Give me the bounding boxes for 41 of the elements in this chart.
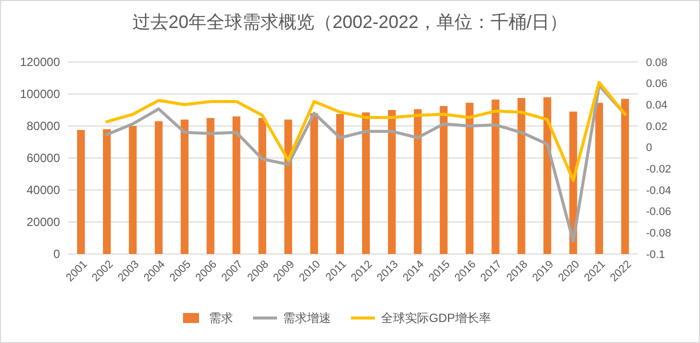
bar <box>206 118 214 254</box>
y-tick-label: 0 <box>53 247 60 262</box>
bar <box>466 102 474 254</box>
bar <box>258 118 266 254</box>
bar <box>621 98 629 254</box>
bar <box>336 114 344 254</box>
y2-tick-label: 0.04 <box>646 100 668 112</box>
y2-tick-label: 0.06 <box>646 78 668 90</box>
bar <box>440 106 448 254</box>
y2-tick-label: -0.06 <box>646 206 672 218</box>
y-tick-label: 80000 <box>26 119 60 134</box>
bar <box>595 102 604 254</box>
chart-title: 过去20年全球需求概览（2002-2022，单位：千桶/日） <box>132 12 568 32</box>
bar <box>128 126 137 254</box>
y2-tick-label: 0 <box>646 142 652 154</box>
bar <box>492 100 500 254</box>
y2-tick-label: -0.02 <box>646 164 672 176</box>
bar <box>388 110 396 254</box>
y-tick-label: 60000 <box>26 151 60 166</box>
y2-tick-label: -0.08 <box>646 228 672 240</box>
y2-tick-label: -0.04 <box>646 184 672 197</box>
bar <box>518 98 526 254</box>
bar <box>77 130 85 254</box>
legend-label: 全球实际GDP增长率 <box>381 311 492 326</box>
y2-tick-label: 0.08 <box>646 56 668 69</box>
line-series <box>105 80 627 182</box>
y-tick-label: 100000 <box>20 87 60 102</box>
bar <box>310 113 318 254</box>
y-tick-label: 20000 <box>26 215 60 230</box>
bar <box>154 121 163 254</box>
legend-label: 需求 <box>209 311 233 326</box>
bar <box>180 120 188 254</box>
bar <box>102 129 111 254</box>
bar <box>362 112 370 254</box>
y2-tick-label: -0.1 <box>646 248 665 261</box>
legend-label: 需求增速 <box>283 311 331 326</box>
bar <box>414 109 422 254</box>
y-tick-label: 40000 <box>26 183 60 198</box>
y-tick-label: 120000 <box>20 55 60 70</box>
y2-tick-label: 0.02 <box>646 120 668 133</box>
bar <box>232 116 240 254</box>
